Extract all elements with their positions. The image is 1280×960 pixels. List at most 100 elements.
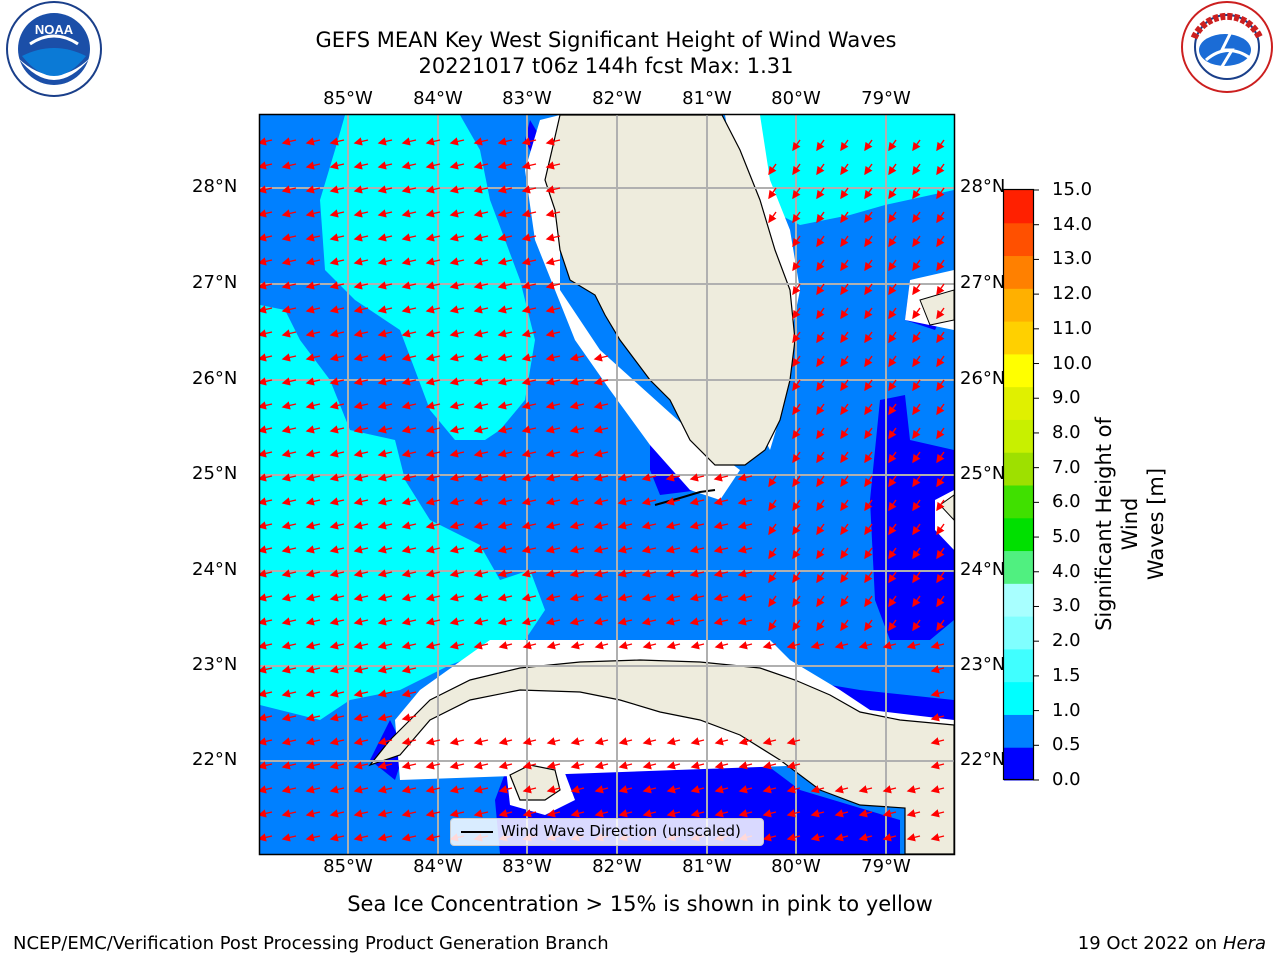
wind-wave-arrow (305, 473, 321, 482)
lon-tick-bottom: 82°W (592, 856, 642, 877)
wind-wave-arrow (449, 281, 465, 290)
wind-wave-arrow (305, 713, 321, 722)
wind-wave-arrow (401, 809, 417, 818)
wind-wave-arrow (473, 473, 489, 482)
wind-wave-arrow (792, 427, 801, 440)
wind-wave-arrow (497, 473, 513, 482)
wind-wave-arrow (840, 451, 849, 464)
colorbar-tick-label: 14.0 (1052, 213, 1093, 235)
wind-wave-arrow (792, 475, 801, 488)
wind-wave-arrow (329, 401, 345, 410)
colorbar-bin (1004, 747, 1033, 781)
wind-wave-arrow (353, 785, 369, 794)
wind-wave-arrow (593, 593, 609, 602)
wind-wave-arrow (569, 497, 585, 506)
wind-wave-arrow (912, 283, 921, 296)
wind-wave-arrow (810, 785, 825, 794)
lon-tick-bottom: 84°W (413, 856, 463, 877)
wind-wave-arrow (840, 595, 849, 608)
wind-wave-arrow (936, 259, 945, 272)
land-florida (544, 115, 796, 466)
wind-wave-arrow (473, 185, 489, 194)
wind-wave-arrow (377, 833, 393, 842)
wind-wave-arrow (569, 425, 585, 434)
footer-date: 19 Oct 2022 on Hera (1078, 933, 1266, 954)
wind-wave-arrow (864, 595, 873, 608)
wind-wave-arrow (762, 761, 777, 770)
wind-wave-arrow (353, 617, 369, 626)
wind-wave-arrow (449, 233, 465, 242)
lat-tick-right: 25°N (960, 463, 1006, 484)
wind-wave-arrow (888, 547, 897, 560)
wind-wave-arrow (329, 617, 345, 626)
wind-wave-arrow (329, 425, 345, 434)
wind-wave-arrow (305, 257, 321, 266)
wind-wave-arrow (281, 665, 297, 674)
wind-wave-arrow (329, 185, 345, 194)
wind-wave-arrow (594, 809, 609, 818)
wind-wave-arrow (816, 451, 825, 464)
wind-wave-arrow (593, 377, 609, 386)
wind-wave-arrow (792, 331, 801, 344)
wind-wave-arrow (834, 785, 849, 794)
wind-wave-arrow (260, 569, 273, 578)
wind-wave-arrow (840, 259, 849, 272)
wind-wave-arrow (906, 809, 921, 818)
wind-wave-arrow (738, 809, 753, 818)
wind-wave-arrow (377, 185, 393, 194)
wind-wave-arrow (281, 281, 297, 290)
wind-wave-arrow (425, 593, 441, 602)
wind-wave-arrow (545, 161, 561, 170)
wind-wave-arrow (641, 521, 657, 530)
lon-tick-top: 85°W (323, 88, 373, 109)
wind-wave-arrow (497, 569, 513, 578)
wind-wave-arrow (714, 761, 729, 770)
wind-wave-arrow (521, 521, 537, 530)
wind-wave-arrow (401, 305, 417, 314)
wind-wave-arrow (690, 761, 705, 770)
wind-wave-arrow (281, 713, 297, 722)
wind-wave-arrow (888, 451, 897, 464)
lon-tick-top: 82°W (592, 88, 642, 109)
wind-wave-arrow (521, 137, 537, 146)
wind-wave-arrow (888, 619, 897, 632)
wind-wave-arrow (930, 665, 945, 674)
wind-wave-arrow (353, 281, 369, 290)
wind-wave-arrow (425, 545, 441, 554)
wind-wave-arrow (864, 139, 873, 152)
wind-wave-arrow (353, 569, 369, 578)
wind-wave-arrow (521, 185, 537, 194)
wind-wave-arrow (425, 761, 441, 770)
wind-wave-arrow (888, 211, 897, 224)
wind-wave-arrow (260, 473, 273, 482)
wind-wave-arrow (888, 283, 897, 296)
wind-wave-arrow (792, 619, 801, 632)
wind-wave-arrow (353, 713, 369, 722)
wind-wave-arrow (738, 761, 753, 770)
wind-wave-arrow (305, 593, 321, 602)
wind-wave-arrow (545, 473, 561, 482)
wind-wave-arrow (858, 809, 873, 818)
wind-wave-arrow (713, 473, 729, 482)
wind-wave-arrow (816, 595, 825, 608)
wind-wave-arrow (377, 497, 393, 506)
wind-wave-arrow (593, 521, 609, 530)
wind-wave-arrow (497, 257, 513, 266)
wind-wave-arrow (768, 475, 777, 488)
wind-wave-arrow (473, 497, 489, 506)
wind-wave-arrow (641, 545, 657, 554)
wind-wave-arrow (906, 785, 921, 794)
wind-wave-arrow (497, 281, 513, 290)
wind-wave-arrow (546, 809, 561, 818)
wind-wave-arrow (401, 425, 417, 434)
lat-tick-left: 27°N (192, 272, 238, 293)
wind-wave-arrow (497, 185, 513, 194)
wind-wave-arrow (473, 233, 489, 242)
wind-wave-arrow (353, 185, 369, 194)
wind-wave-arrow (816, 427, 825, 440)
wind-wave-arrow (473, 281, 489, 290)
noaa-logo-text: NOAA (35, 22, 74, 37)
wind-wave-arrow (864, 451, 873, 464)
wind-wave-arrow (618, 641, 633, 650)
wind-wave-arrow (521, 545, 537, 554)
